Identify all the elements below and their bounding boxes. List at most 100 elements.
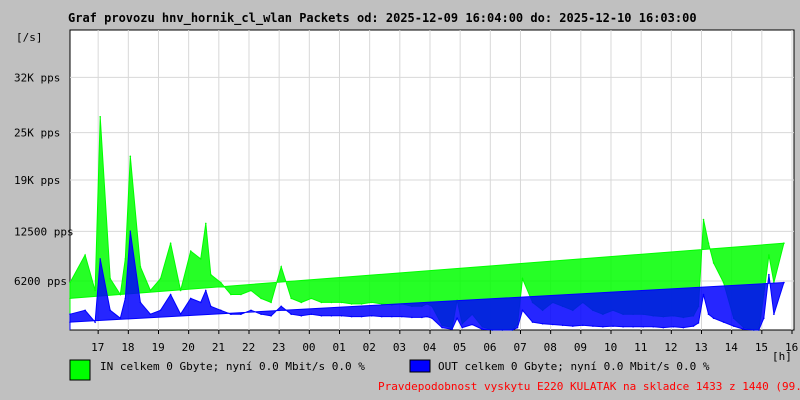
series-out-point <box>220 309 222 312</box>
series-out-point <box>426 315 428 318</box>
series-in-point <box>84 254 86 256</box>
series-out-point <box>521 309 524 312</box>
series-in-point <box>205 222 207 225</box>
series-out-point <box>682 326 685 329</box>
x-tick-label: 07 <box>513 341 526 354</box>
x-tick-label: 09 <box>574 341 587 354</box>
series-out-point <box>159 309 162 312</box>
series-out-point <box>511 329 514 331</box>
series-out-point <box>401 315 403 318</box>
series-out-point <box>773 313 775 316</box>
series-out-point <box>129 230 132 233</box>
y-tick-label: 32K pps <box>14 71 60 84</box>
series-out-point <box>712 317 715 320</box>
series-out-point <box>692 325 695 327</box>
x-tick-label: 02 <box>363 341 376 354</box>
series-in-point <box>129 155 132 158</box>
series-out-point <box>380 315 383 318</box>
series-out-point <box>250 309 252 312</box>
series-out-point <box>370 315 373 317</box>
series-in-point <box>169 242 172 244</box>
series-out-point <box>612 325 614 327</box>
y-tick-label: 19K pps <box>14 174 60 187</box>
series-in-point <box>199 258 202 260</box>
series-out-area-path <box>69 231 785 331</box>
series-out-point <box>481 328 484 331</box>
series-out-point <box>592 325 594 327</box>
series-in-point <box>300 301 303 304</box>
series-out-point <box>310 313 313 316</box>
legend-out-text: OUT celkem 0 Gbyte; nyní 0.0 Mbit/s 0.0 … <box>438 360 710 373</box>
legend-in-swatch <box>69 359 91 381</box>
series-out-point <box>702 293 705 296</box>
chart-title: Graf provozu hnv_hornik_cl_wlan Packets … <box>68 11 697 26</box>
series-out-point <box>572 325 574 327</box>
series-out-point <box>205 289 207 292</box>
series-in-point <box>320 301 323 304</box>
x-tick-label: 18 <box>121 341 134 354</box>
series-out-point <box>320 315 323 317</box>
series-in-point <box>99 116 101 118</box>
series-out-point <box>391 315 393 318</box>
series-in-point <box>280 266 283 268</box>
series-out-point <box>199 301 202 304</box>
series-in-point <box>260 297 262 300</box>
y-axis-ticks: 6200 pps 12500 pps 19K pps 25K pps 32K pps <box>14 71 74 288</box>
series-in-point <box>109 277 111 280</box>
series-in-point <box>220 281 222 284</box>
x-tick-label: 06 <box>483 341 496 354</box>
series-out-point <box>411 316 413 319</box>
series-in-point <box>189 250 192 252</box>
x-tick-label: 13 <box>694 341 707 354</box>
series-out-point <box>340 315 343 317</box>
x-tick-label: 00 <box>302 341 315 354</box>
series-out-point <box>169 293 172 296</box>
series-out-point <box>763 317 765 320</box>
series-out-point <box>189 297 192 300</box>
x-tick-label: 22 <box>242 341 255 354</box>
series-out-point <box>622 326 624 328</box>
series-in-point <box>350 303 353 305</box>
series-out-point <box>541 322 544 325</box>
series-in-point <box>712 262 715 264</box>
x-tick-label: 03 <box>393 341 406 354</box>
series-in-point <box>149 289 152 292</box>
series-out-point <box>471 323 474 326</box>
series-out-point <box>531 321 534 323</box>
x-unit-label: [h] <box>772 350 792 363</box>
series-in-point <box>521 277 524 280</box>
x-tick-label: 17 <box>91 341 104 354</box>
series-out-point <box>456 317 458 320</box>
series-out-point <box>300 315 303 317</box>
series-out-point <box>179 313 182 316</box>
series-in-point <box>380 303 383 305</box>
series-out-point <box>330 315 333 317</box>
series-out-point <box>561 324 564 327</box>
series-out-point <box>109 309 111 312</box>
x-tick-label: 23 <box>272 341 285 354</box>
series-in-point <box>139 266 142 268</box>
series-out-point <box>662 326 665 329</box>
series-out-point <box>230 313 232 316</box>
series-in-point <box>94 289 96 292</box>
series-in-point <box>119 293 122 296</box>
series-out-point <box>501 329 504 331</box>
series-in-point <box>360 303 363 305</box>
series-in-point <box>69 281 71 284</box>
series-out-point <box>707 313 710 316</box>
x-tick-label: 20 <box>182 341 195 354</box>
series-out-area <box>69 230 785 331</box>
series-out-point <box>461 326 464 329</box>
series-in-point <box>330 301 333 304</box>
series-in-point <box>783 242 785 244</box>
y-unit-label: [/s] <box>16 31 43 44</box>
series-out-point <box>149 313 152 316</box>
series-in-point <box>707 242 710 244</box>
series-out-point <box>421 316 423 319</box>
series-out-point <box>783 281 785 284</box>
series-in-point <box>722 281 725 284</box>
series-out-point <box>742 328 745 331</box>
series-out-point <box>360 315 363 318</box>
